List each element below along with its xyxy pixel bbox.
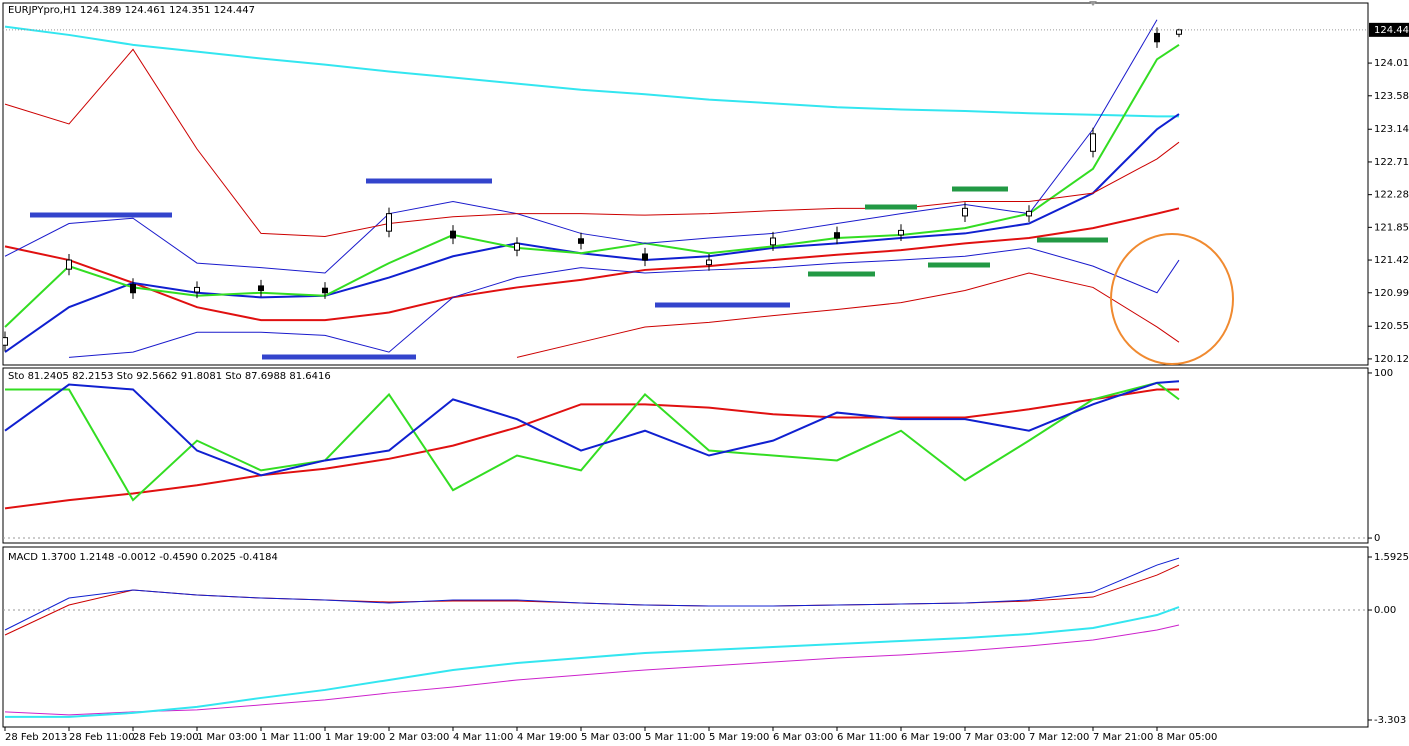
indicator-line [4,380,1180,477]
x-tick-label: 28 Feb 11:00 [69,732,135,743]
candle-body [1176,29,1182,35]
x-tick-label: 28 Feb 19:00 [133,732,199,743]
x-tick-label: 7 Mar 03:00 [965,732,1025,743]
candle-body [386,213,392,232]
x-tick-label: 5 Mar 03:00 [581,732,641,743]
candle-body [194,286,200,293]
macd-header: MACD 1.3700 1.2148 -0.0012 -0.4590 0.202… [8,552,278,563]
candle-body [450,230,456,239]
last-price-label: 124.447 [1374,25,1409,36]
x-tick-label: 4 Mar 19:00 [517,732,577,743]
stochastic-header: Sto 81.2405 82.2153 Sto 92.5662 91.8081 … [8,371,331,382]
x-tick-label: 7 Mar 21:00 [1093,732,1153,743]
y-tick-label: 122.280 [1374,190,1409,201]
indicator-line [5,381,1180,502]
stochastic-pane [2,367,1369,544]
x-tick-label: 8 Mar 05:00 [1157,732,1217,743]
indicator-line [4,25,1179,118]
indicator-line [4,624,1180,716]
candle-body [1090,133,1096,152]
x-tick-label: 4 Mar 11:00 [453,732,513,743]
x-tick-label: 28 Feb 2013 [5,732,67,743]
x-tick-label: 6 Mar 19:00 [901,732,961,743]
indicator-line [5,606,1180,718]
price-header: EURJPYpro,H1 124.389 124.461 124.351 124… [8,5,255,16]
last-price-box [1369,22,1409,37]
indicator-line [4,113,1180,353]
candle-body [258,285,264,291]
y-tick-label: 1.5925 [1374,552,1409,563]
price-pane [2,2,1369,366]
indicator-line [516,272,1180,358]
candle-body [578,238,584,244]
x-tick-label: 2 Mar 03:00 [389,732,449,743]
candle-body [1026,210,1032,217]
y-tick-label: 123.140 [1374,124,1409,135]
y-tick-label: 120.550 [1374,321,1409,332]
candle-body [898,229,904,236]
pane-plot [3,19,1182,358]
y-tick-label: 0 [1374,533,1380,544]
y-tick-label: 122.710 [1374,157,1409,168]
indicator-line [68,247,1180,358]
candle-body [834,232,840,239]
candle-body [642,253,648,261]
x-tick-label: 6 Mar 03:00 [773,732,833,743]
x-tick-label: 5 Mar 19:00 [709,732,769,743]
candle-body [962,207,968,217]
candle-body [3,337,8,346]
annotations [30,178,1108,360]
x-tick-label: 6 Mar 11:00 [837,732,897,743]
indicator-line [4,557,1180,631]
y-tick-label: 0.00 [1374,605,1396,616]
macd-pane [2,546,1369,728]
y-tick-label: 120.990 [1374,288,1409,299]
candle-body [130,283,136,294]
pane-plot [3,380,1368,539]
x-tick-label: 1 Mar 19:00 [325,732,385,743]
x-tick-label: 7 Mar 12:00 [1029,732,1089,743]
indicator-line [4,48,1180,237]
candle-body [322,287,328,294]
y-tick-label: 120.120 [1374,354,1409,365]
candle-body [514,242,520,251]
candle-body [770,237,776,246]
y-tick-label: 121.850 [1374,222,1409,233]
indicator-line [4,388,1179,510]
highlight-circle [1110,233,1234,365]
y-tick-label: 124.010 [1374,58,1409,69]
indicator-line [4,207,1180,322]
x-tick-label: 5 Mar 11:00 [645,732,705,743]
x-tick-label: 1 Mar 11:00 [261,732,321,743]
y-tick-label: -3.303 [1374,715,1406,726]
candle-body [1154,32,1160,43]
y-tick-label: 121.420 [1374,255,1409,266]
candle-body [706,259,712,266]
x-tick-label: 1 Mar 03:00 [197,732,257,743]
y-tick-label: 100 [1374,368,1393,379]
candle-body [66,259,72,270]
plot-layer: 124.010 123.580 123.140 122.710 122.280 121.8… [3,19,1409,743]
marker-triangle [1089,1,1097,6]
indicator-line [4,43,1180,328]
pane-plot [3,557,1368,718]
y-tick-label: 123.580 [1374,91,1409,102]
